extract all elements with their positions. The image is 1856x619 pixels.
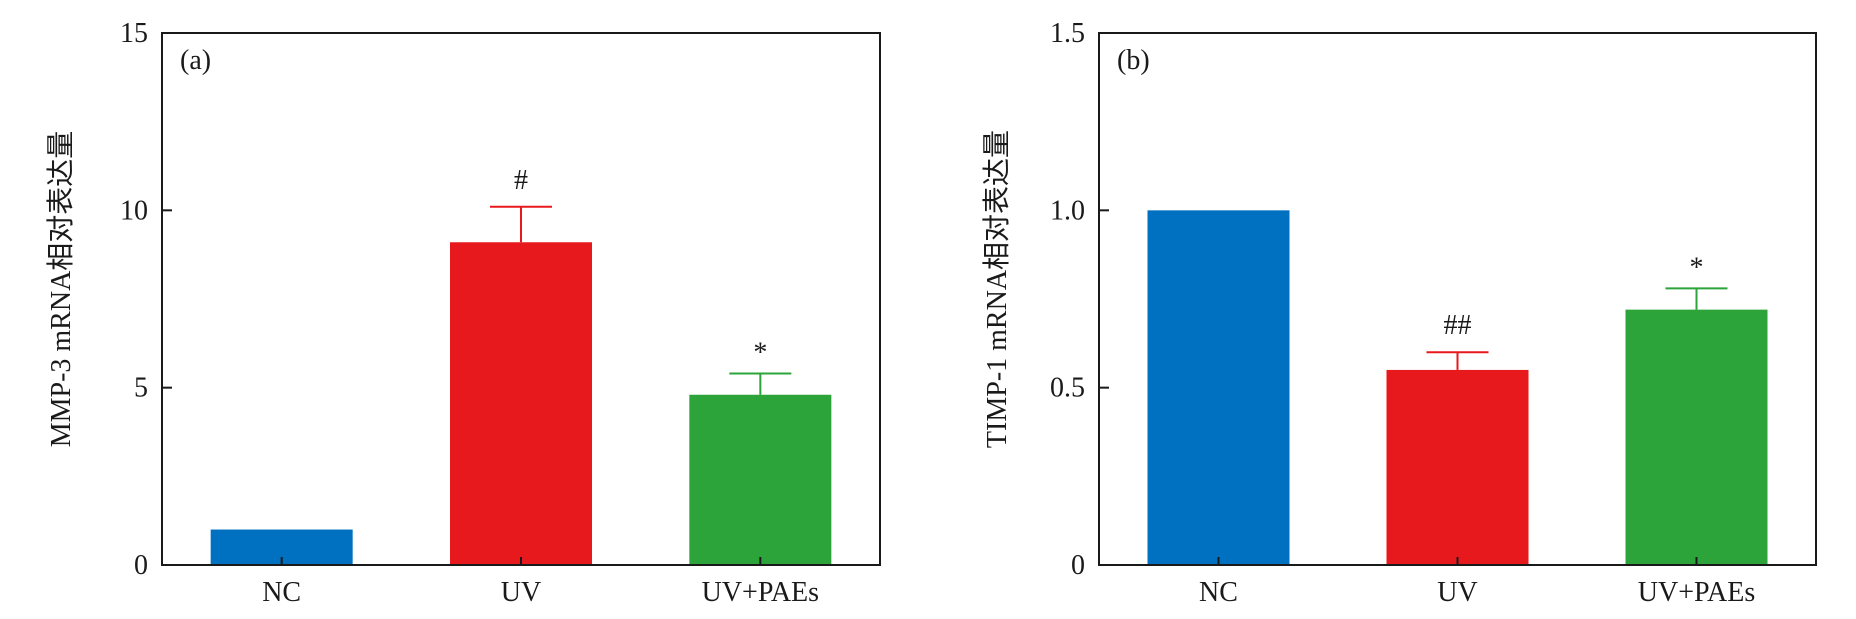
- panel-b-ylabel: TIMP-1 mRNA相对表达量: [981, 130, 1013, 448]
- panel-a-label: (a): [180, 45, 211, 76]
- panel-b-ytick-label: 1.5: [1050, 18, 1085, 49]
- panel-a-mmp3-chart: NC # UV * UV+PAEs 0 5 10 15 (a) MMP-3 mRNA相对表达量: [45, 18, 881, 608]
- panel-a-xtick-label-uv-paes: UV+PAEs: [702, 577, 819, 608]
- panel-a-errorbar-uv-paes: [729, 372, 792, 395]
- panel-b-ytick-label: 0.5: [1050, 373, 1085, 404]
- panel-b-xtick-label-nc: NC: [1199, 577, 1238, 608]
- panel-b-significance-uv-paes: *: [1690, 252, 1704, 283]
- panel-a-ytick-label: 5: [134, 373, 148, 404]
- panel-a-bar-uv-paes: [689, 394, 832, 565]
- panel-a-ytick-label: 15: [120, 18, 148, 49]
- panel-b-errorbar-uv: [1426, 351, 1489, 370]
- panel-b-xtick-label-uv: UV: [1437, 577, 1477, 608]
- panel-b-timp1-chart: NC ## UV * UV+PAEs 0 0.5 1.0 1.5 (b) TIMP-1 mRNA相对…: [981, 18, 1817, 608]
- panel-b-bar-uv-paes: [1625, 309, 1768, 565]
- panel-b-errorbar-uv-paes: [1665, 287, 1728, 310]
- panel-a-plot-frame: [161, 32, 881, 566]
- panel-a-errorbar-uv: [490, 205, 552, 243]
- panel-b-xtick-label-uv-paes: UV+PAEs: [1638, 577, 1755, 608]
- panel-a-xtick-label-uv: UV: [501, 577, 541, 608]
- panel-a-ylabel: MMP-3 mRNA相对表达量: [45, 131, 77, 448]
- panel-b-bar-nc: [1147, 210, 1290, 566]
- panel-a-ytick-label: 0: [134, 550, 148, 581]
- panel-a-bar-uv: [450, 242, 592, 565]
- panel-b-bar-uv: [1386, 369, 1529, 565]
- panel-b-ytick-label: 1.0: [1050, 195, 1085, 226]
- panel-a-xtick-label-nc: NC: [262, 577, 301, 608]
- panel-b-significance-uv: ##: [1444, 310, 1472, 341]
- panel-b-ytick-label: 0: [1071, 550, 1085, 581]
- panel-a-ytick-label: 10: [120, 195, 148, 226]
- panel-b-label: (b): [1117, 45, 1150, 76]
- panel-b-plot-frame: [1098, 32, 1817, 566]
- panel-a-significance-uv: #: [514, 165, 528, 196]
- panel-a-significance-uv-paes: *: [753, 337, 767, 368]
